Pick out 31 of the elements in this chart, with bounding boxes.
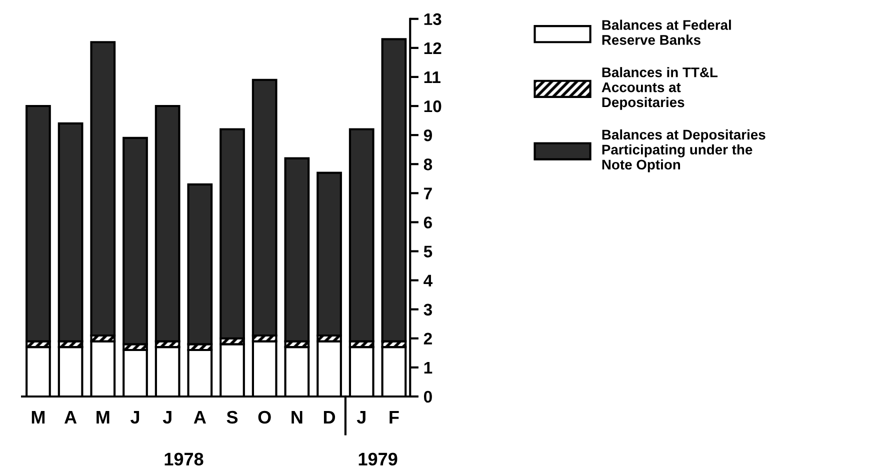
y-tick-label: 2 <box>424 332 432 344</box>
x-tick-label: F <box>390 411 399 424</box>
legend-label: Balances at Federal Reserve Banks <box>602 20 731 45</box>
text: 1979 <box>358 452 398 466</box>
y-tick-label: 8 <box>424 158 432 170</box>
x-tick-label: O <box>258 410 271 424</box>
x-tick-label: J <box>162 411 172 424</box>
x-tick-label: D <box>324 411 336 424</box>
x-tick-label: S <box>226 410 238 424</box>
y-tick-label: 4 <box>424 274 433 286</box>
y-tick-label: 10 <box>424 100 442 112</box>
y-tick-label: 5 <box>424 246 432 258</box>
y-tick-label: 13 <box>424 13 442 26</box>
x-tick-label: M <box>32 411 45 424</box>
x-tick-label: M <box>96 411 110 424</box>
x-tick-label: N <box>292 411 302 424</box>
y-tick-label: 7 <box>424 188 432 200</box>
y-tick-label: 0 <box>424 390 432 403</box>
y-tick-label: 1 <box>424 362 432 374</box>
text: 1978 <box>164 452 204 466</box>
legend-label: Balances at Depositaries Participating under the Note Option <box>602 129 766 172</box>
y-tick-label: 12 <box>424 42 442 54</box>
y-tick-label: 11 <box>424 72 440 84</box>
x-tick-label: J <box>130 411 140 424</box>
x-tick-label: A <box>64 411 77 424</box>
legend-label: Balances in TT&L Accounts at Depositaries <box>602 67 718 110</box>
y-tick-label: 3 <box>424 304 432 316</box>
y-tick-label: 9 <box>424 129 432 142</box>
y-tick-label: 6 <box>424 216 432 228</box>
x-tick-label: A <box>194 411 206 424</box>
x-tick-label: J <box>356 411 366 424</box>
